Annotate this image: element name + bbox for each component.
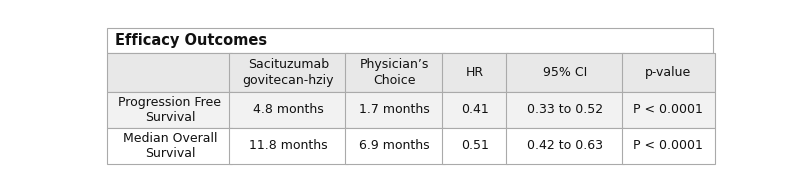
Bar	[506, 53, 625, 92]
Text: 6.9 months: 6.9 months	[359, 139, 430, 152]
Bar	[345, 53, 445, 92]
Text: Physician’s
Choice: Physician’s Choice	[360, 58, 430, 87]
Bar	[107, 128, 232, 164]
Bar	[107, 53, 232, 92]
Bar	[107, 28, 713, 53]
Bar	[622, 53, 714, 92]
Text: 11.8 months: 11.8 months	[249, 139, 328, 152]
Bar	[230, 92, 347, 128]
Text: 95% CI: 95% CI	[543, 66, 587, 79]
Bar	[506, 92, 625, 128]
Text: Median Overall
Survival: Median Overall Survival	[122, 132, 217, 160]
Bar	[230, 128, 347, 164]
Text: HR: HR	[466, 66, 484, 79]
Text: 0.41: 0.41	[461, 103, 489, 116]
Text: 0.42 to 0.63: 0.42 to 0.63	[527, 139, 603, 152]
Text: 1.7 months: 1.7 months	[359, 103, 430, 116]
Bar	[230, 53, 347, 92]
Text: 4.8 months: 4.8 months	[253, 103, 324, 116]
Text: Progression Free
Survival: Progression Free Survival	[118, 96, 222, 124]
Text: Efficacy Outcomes: Efficacy Outcomes	[115, 33, 267, 48]
Text: P < 0.0001: P < 0.0001	[634, 139, 703, 152]
Text: p-value: p-value	[645, 66, 691, 79]
Bar	[622, 92, 714, 128]
Text: Sacituzumab
govitecan-hziy: Sacituzumab govitecan-hziy	[242, 58, 334, 87]
Bar	[107, 92, 232, 128]
Bar	[345, 92, 445, 128]
Text: 0.33 to 0.52: 0.33 to 0.52	[527, 103, 603, 116]
Text: P < 0.0001: P < 0.0001	[634, 103, 703, 116]
Bar	[622, 128, 714, 164]
Bar	[442, 128, 508, 164]
Text: 0.51: 0.51	[461, 139, 489, 152]
Bar	[345, 128, 445, 164]
Bar	[442, 53, 508, 92]
Bar	[442, 92, 508, 128]
Bar	[506, 128, 625, 164]
